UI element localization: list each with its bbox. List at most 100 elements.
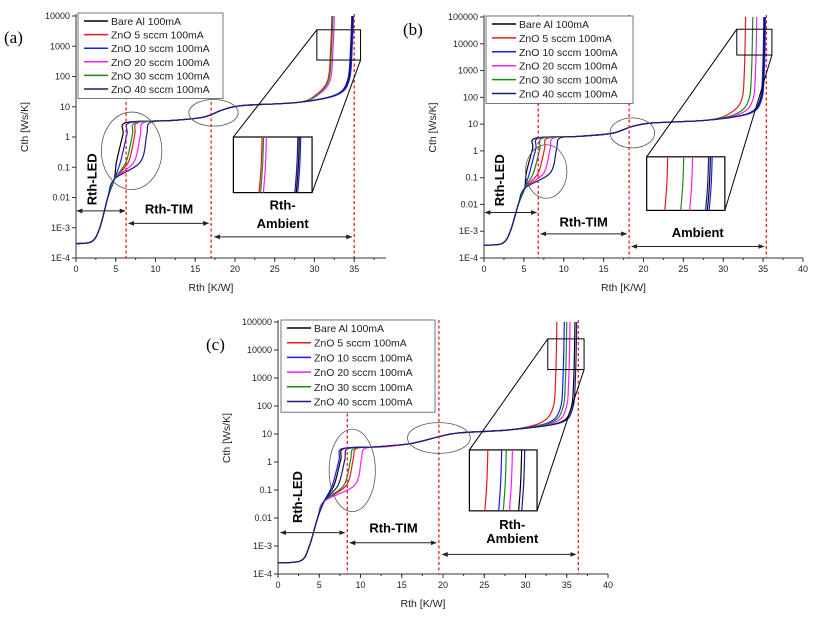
x-tick-label: 15 — [599, 264, 609, 274]
inset-series-line — [508, 449, 514, 511]
y-tick-label: 100 — [463, 92, 478, 102]
highlight-ellipse — [407, 422, 471, 454]
x-tick-label: 5 — [317, 580, 322, 590]
region-label: Rth-TIM — [145, 201, 193, 216]
x-axis-title: Rth [K/W] — [401, 598, 446, 610]
x-tick-label: 20 — [438, 580, 448, 590]
y-tick-label: 10 — [262, 429, 272, 439]
zoom-box — [316, 29, 362, 61]
legend-entry: Bare Al 100mA — [314, 323, 384, 335]
inset-series-line — [706, 156, 711, 211]
zoom-connector — [232, 29, 318, 138]
x-tick-label: 30 — [718, 264, 728, 274]
series-line — [75, 15, 353, 245]
x-tick-label: 10 — [559, 264, 569, 274]
legend-entry: ZnO 10 sccm 100mA — [314, 352, 413, 364]
x-tick-label: 0 — [275, 580, 280, 590]
x-tick-label: 20 — [230, 264, 240, 274]
zoom-connector — [724, 54, 773, 211]
zoom-connector — [646, 28, 738, 158]
legend-entry: ZnO 40 sccm 100mA — [111, 84, 210, 96]
legend-entry: Bare Al 100mA — [111, 16, 181, 28]
zoom-connector — [536, 369, 585, 512]
x-tick-label: 10 — [355, 580, 365, 590]
y-tick-label: 1000 — [458, 66, 478, 76]
y-tick-label: 100000 — [242, 317, 272, 327]
region-label: Rth- — [270, 198, 296, 213]
region-label: Ambient — [486, 531, 539, 546]
inset-series-line — [484, 449, 489, 511]
inset-series-line — [680, 156, 685, 211]
y-axis-title: Cth [Ws/K] — [427, 102, 439, 152]
x-tick-label: 35 — [758, 264, 768, 274]
x-tick-label: 5 — [113, 264, 118, 274]
y-tick-label: 1E-4 — [253, 569, 272, 579]
inset-series-line — [688, 156, 694, 211]
y-tick-label: 10000 — [453, 39, 478, 49]
y-tick-label: 1E-4 — [51, 253, 70, 263]
region-label: Ambient — [257, 216, 310, 231]
y-tick-label: 0.01 — [52, 193, 70, 203]
x-tick-label: 0 — [73, 264, 78, 274]
chart-panel-b: (b) 0 5 10 15 20 25 30 35 40 1E-4 1E-3 0.01 0.1 1 10 100… — [403, 12, 808, 294]
y-tick-label: 1000 — [252, 373, 272, 383]
zoom-connector — [468, 338, 549, 451]
inset-series-line — [521, 449, 526, 511]
x-tick-label: 40 — [798, 264, 808, 274]
y-tick-label: 1E-3 — [51, 223, 70, 233]
y-tick-label: 0.01 — [460, 199, 478, 209]
series-group — [75, 15, 354, 245]
legend-entry: ZnO 40 sccm 100mA — [314, 397, 413, 409]
panel-label: (c) — [206, 335, 225, 354]
y-tick-label: 10 — [60, 102, 70, 112]
x-tick-label: 10 — [150, 264, 160, 274]
legend-entry: ZnO 20 sccm 100mA — [111, 57, 210, 69]
inset-series-line — [259, 136, 265, 193]
inset-series-line — [295, 136, 300, 193]
y-tick-label: 1 — [267, 457, 272, 467]
x-tick-label: 35 — [562, 580, 572, 590]
inset-series-line — [708, 156, 713, 211]
inset-series-line — [664, 156, 669, 211]
highlight-ellipse — [188, 99, 239, 127]
legend-entry: ZnO 20 sccm 100mA — [519, 61, 618, 73]
x-tick-label: 40 — [603, 580, 613, 590]
x-axis-title: Rth [K/W] — [601, 282, 646, 294]
legend-entry: ZnO 40 sccm 100mA — [519, 89, 618, 101]
region-label: Rth- — [499, 517, 525, 532]
legend-entry: ZnO 20 sccm 100mA — [314, 367, 413, 379]
y-tick-label: 10000 — [45, 11, 70, 21]
y-tick-label: 1000 — [50, 41, 70, 51]
highlight-ellipse — [101, 111, 163, 190]
y-tick-label: 0.1 — [259, 485, 272, 495]
region-label: Rth-LED — [85, 153, 100, 205]
chart-panel-c: (c) 0 5 10 15 20 25 30 35 40 1E-4 1E-3 0.01 0.1 1 10 100… — [206, 317, 613, 610]
region-label: Rth-TIM — [560, 215, 608, 230]
highlight-ellipse — [525, 144, 568, 199]
region-label: Ambient — [672, 225, 725, 240]
region-label: Rth-LED — [290, 471, 305, 523]
inset-series-line — [262, 136, 267, 193]
panel-label: (a) — [4, 28, 23, 47]
legend-entry: ZnO 10 sccm 100mA — [111, 43, 210, 55]
y-tick-label: 1 — [65, 132, 70, 142]
inset-series-line — [704, 156, 710, 211]
x-tick-label: 20 — [638, 264, 648, 274]
x-tick-label: 25 — [479, 580, 489, 590]
legend-entry: ZnO 5 sccm 100mA — [111, 30, 204, 42]
y-axis-title: Cth [Ws/K] — [221, 413, 233, 463]
legend-box — [77, 12, 224, 99]
x-tick-label: 35 — [349, 264, 359, 274]
chart-panel-a: (a) 0 5 10 15 20 25 30 35 1E-4 1E-3 0.01 0.1 1 10 100 10… — [4, 11, 386, 294]
y-tick-label: 1 — [473, 146, 478, 156]
x-tick-label: 30 — [309, 264, 319, 274]
y-tick-label: 1E-3 — [459, 226, 478, 236]
panel-label: (b) — [403, 20, 423, 39]
y-tick-label: 10 — [468, 119, 478, 129]
y-tick-label: 100000 — [448, 12, 478, 22]
y-tick-label: 100 — [257, 401, 272, 411]
legend-entry: ZnO 5 sccm 100mA — [314, 338, 407, 350]
legend-entry: ZnO 30 sccm 100mA — [111, 70, 210, 82]
